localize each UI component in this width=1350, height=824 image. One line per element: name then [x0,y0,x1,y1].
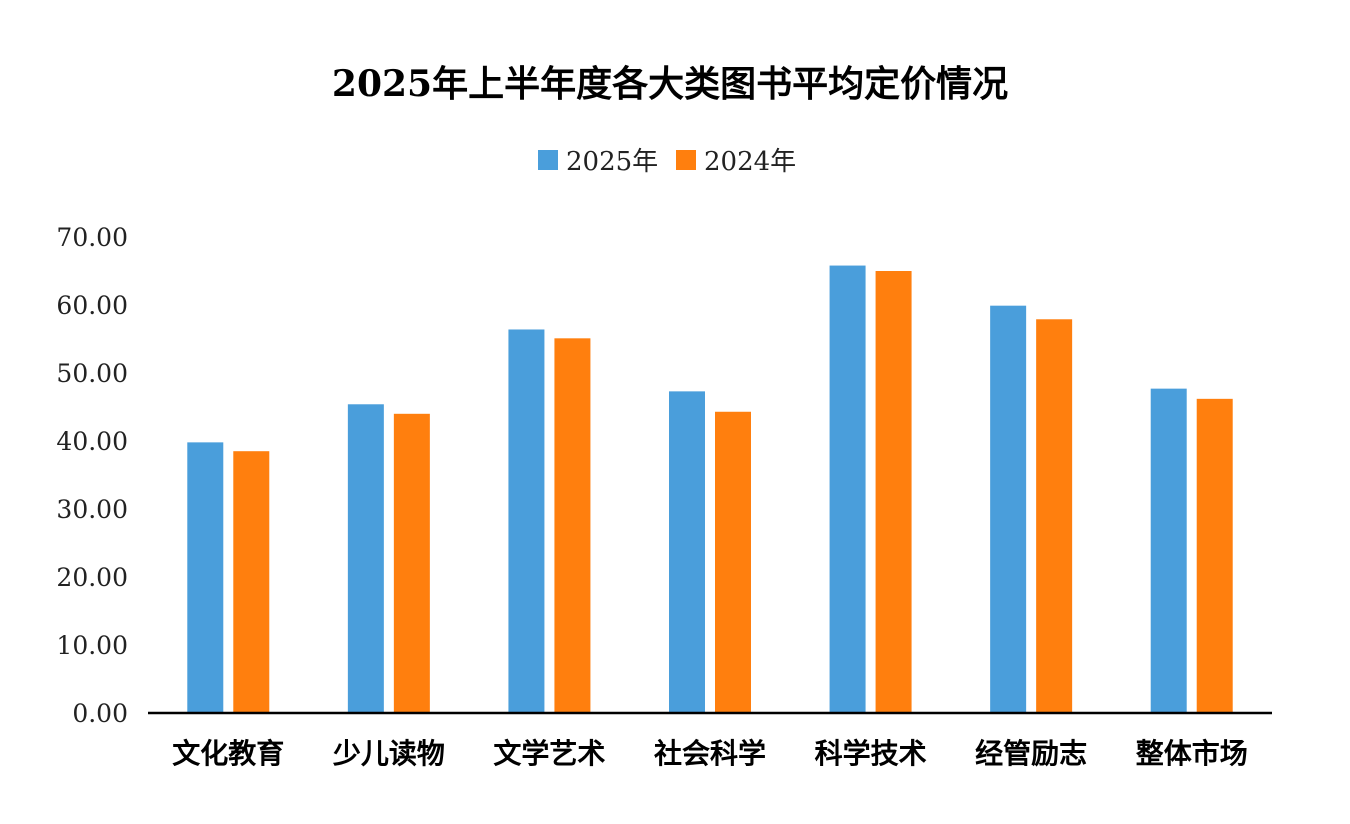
bar-2024-4 [875,271,912,713]
legend-swatch-2024 [676,150,696,170]
x-tick-label: 社会科学 [654,737,766,770]
y-tick-label: 40.00 [56,427,128,456]
legend: 2025年 2024年 [538,147,796,177]
legend-label-2024: 2024年 [704,147,796,177]
x-tick-label: 经管励志 [975,737,1087,770]
bar-2024-0 [233,451,270,713]
legend-swatch-2025 [538,150,558,170]
bar-2025-1 [347,404,384,713]
x-axis: 文化教育 少儿读物 文学艺术 社会科学 科学技术 经管励志 整体市场 [172,737,1247,770]
y-tick-label: 10.00 [56,631,128,660]
x-tick-label: 文学艺术 [493,737,605,770]
y-tick-label: 70.00 [56,223,128,252]
bar-2025-5 [990,305,1027,713]
x-tick-label: 整体市场 [1136,737,1248,770]
y-axis: 0.00 10.00 20.00 30.00 40.00 50.00 60.00 70.00 [56,223,128,728]
bar-2025-0 [187,442,224,713]
legend-label-2025: 2025年 [566,147,658,177]
bar-2024-1 [393,413,430,713]
y-tick-label: 20.00 [56,563,128,592]
chart-title: 2025年上半年度各大类图书平均定价情况 [332,63,1008,105]
y-tick-label: 30.00 [56,495,128,524]
x-tick-label: 少儿读物 [333,737,445,770]
x-tick-label: 科学技术 [815,737,927,770]
bar-2024-5 [1036,319,1073,713]
bar-2025-3 [669,391,705,713]
bar-2025-2 [508,329,545,713]
y-tick-label: 0.00 [72,699,128,728]
bar-2024-6 [1196,398,1233,713]
bar-2024-2 [554,338,591,713]
bar-2025-4 [829,265,866,713]
y-tick-label: 60.00 [56,291,128,320]
y-tick-label: 50.00 [56,359,128,388]
x-tick-label: 文化教育 [172,737,284,770]
bar-2024-3 [715,411,751,713]
bars [187,265,1233,713]
bar-2025-6 [1150,388,1187,713]
